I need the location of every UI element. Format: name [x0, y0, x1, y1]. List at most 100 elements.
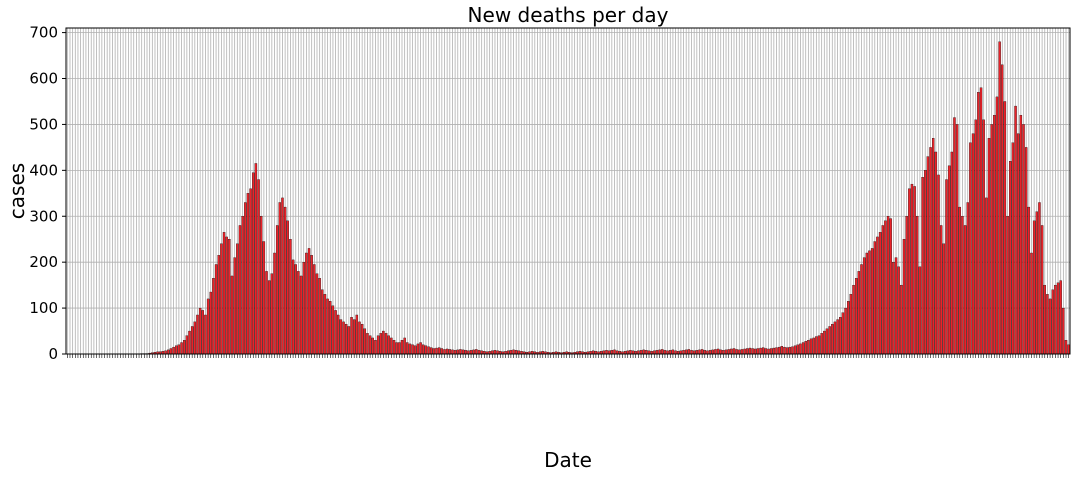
y-tick-label: 500 — [29, 115, 58, 133]
bar — [817, 335, 821, 355]
bar — [610, 350, 614, 355]
bar — [254, 163, 258, 355]
bar — [825, 328, 829, 355]
bar — [961, 216, 964, 355]
bar — [828, 326, 831, 355]
y-tick-label: 400 — [29, 161, 58, 179]
bar — [188, 330, 191, 355]
bar — [459, 349, 462, 355]
bar — [366, 333, 369, 355]
bar — [905, 216, 908, 355]
bar — [177, 344, 181, 355]
bar — [440, 348, 444, 355]
bar — [788, 346, 791, 355]
bar — [1067, 344, 1070, 355]
bar — [281, 197, 284, 355]
bar — [408, 343, 412, 355]
bar — [289, 239, 292, 355]
bar — [363, 328, 367, 355]
bar — [764, 348, 768, 355]
bar — [852, 284, 855, 355]
bar — [966, 202, 969, 355]
bar — [690, 350, 693, 355]
bar — [1003, 101, 1007, 355]
bar — [772, 347, 776, 355]
bar — [374, 340, 377, 355]
bar — [475, 349, 478, 355]
bar — [411, 344, 414, 355]
bar — [985, 197, 988, 355]
bar — [414, 345, 417, 355]
bar — [435, 347, 438, 355]
bar — [979, 87, 983, 355]
bar — [1051, 289, 1054, 355]
bar — [847, 301, 850, 355]
bar — [868, 250, 871, 355]
bar — [273, 252, 276, 355]
bar — [352, 319, 356, 355]
bar — [368, 335, 372, 355]
bar — [839, 317, 842, 355]
bar — [1032, 220, 1036, 355]
bar — [260, 216, 263, 355]
bar — [998, 41, 1001, 355]
y-gridlines — [66, 32, 1070, 355]
bar — [801, 342, 805, 355]
chart-title: New deaths per day — [468, 3, 669, 27]
bar — [777, 346, 781, 355]
bar — [833, 321, 837, 355]
bar — [241, 216, 244, 355]
bar — [204, 314, 207, 355]
bar — [1016, 133, 1020, 355]
bar — [969, 142, 972, 355]
bar — [493, 350, 497, 355]
bar — [711, 349, 714, 355]
bar — [724, 349, 728, 355]
bar — [456, 349, 459, 355]
bar — [767, 348, 770, 355]
bar — [1009, 161, 1012, 355]
bar — [350, 317, 353, 355]
bar — [214, 264, 218, 355]
bar — [809, 338, 813, 355]
bar — [246, 193, 250, 355]
bar — [722, 350, 725, 355]
bar — [661, 349, 664, 355]
bar — [862, 257, 866, 355]
bar — [230, 275, 234, 355]
bar — [265, 271, 268, 355]
bar — [1054, 284, 1057, 355]
bar — [947, 165, 951, 355]
bar — [934, 151, 938, 355]
y-tick-label: 0 — [48, 345, 58, 363]
bar — [448, 349, 452, 355]
bar — [1048, 298, 1052, 355]
bar — [398, 342, 401, 355]
bar — [180, 342, 183, 355]
bar — [376, 335, 380, 355]
bar — [841, 312, 845, 355]
bar — [424, 345, 428, 355]
bar — [323, 294, 327, 355]
bar — [900, 284, 903, 355]
bar — [719, 349, 722, 355]
bar — [345, 324, 348, 355]
bar — [695, 350, 699, 355]
bar — [419, 342, 422, 355]
bar — [331, 305, 335, 355]
bar — [422, 344, 425, 355]
bar — [1030, 252, 1033, 355]
bar — [854, 278, 858, 355]
bar — [514, 350, 518, 355]
bar — [870, 248, 874, 355]
bar — [878, 232, 882, 355]
bar — [958, 206, 961, 355]
bar — [329, 301, 332, 355]
bar — [198, 307, 202, 355]
bar — [950, 151, 954, 355]
bar — [942, 243, 946, 355]
bar — [286, 220, 289, 355]
bar — [931, 138, 935, 355]
bar — [342, 321, 345, 355]
